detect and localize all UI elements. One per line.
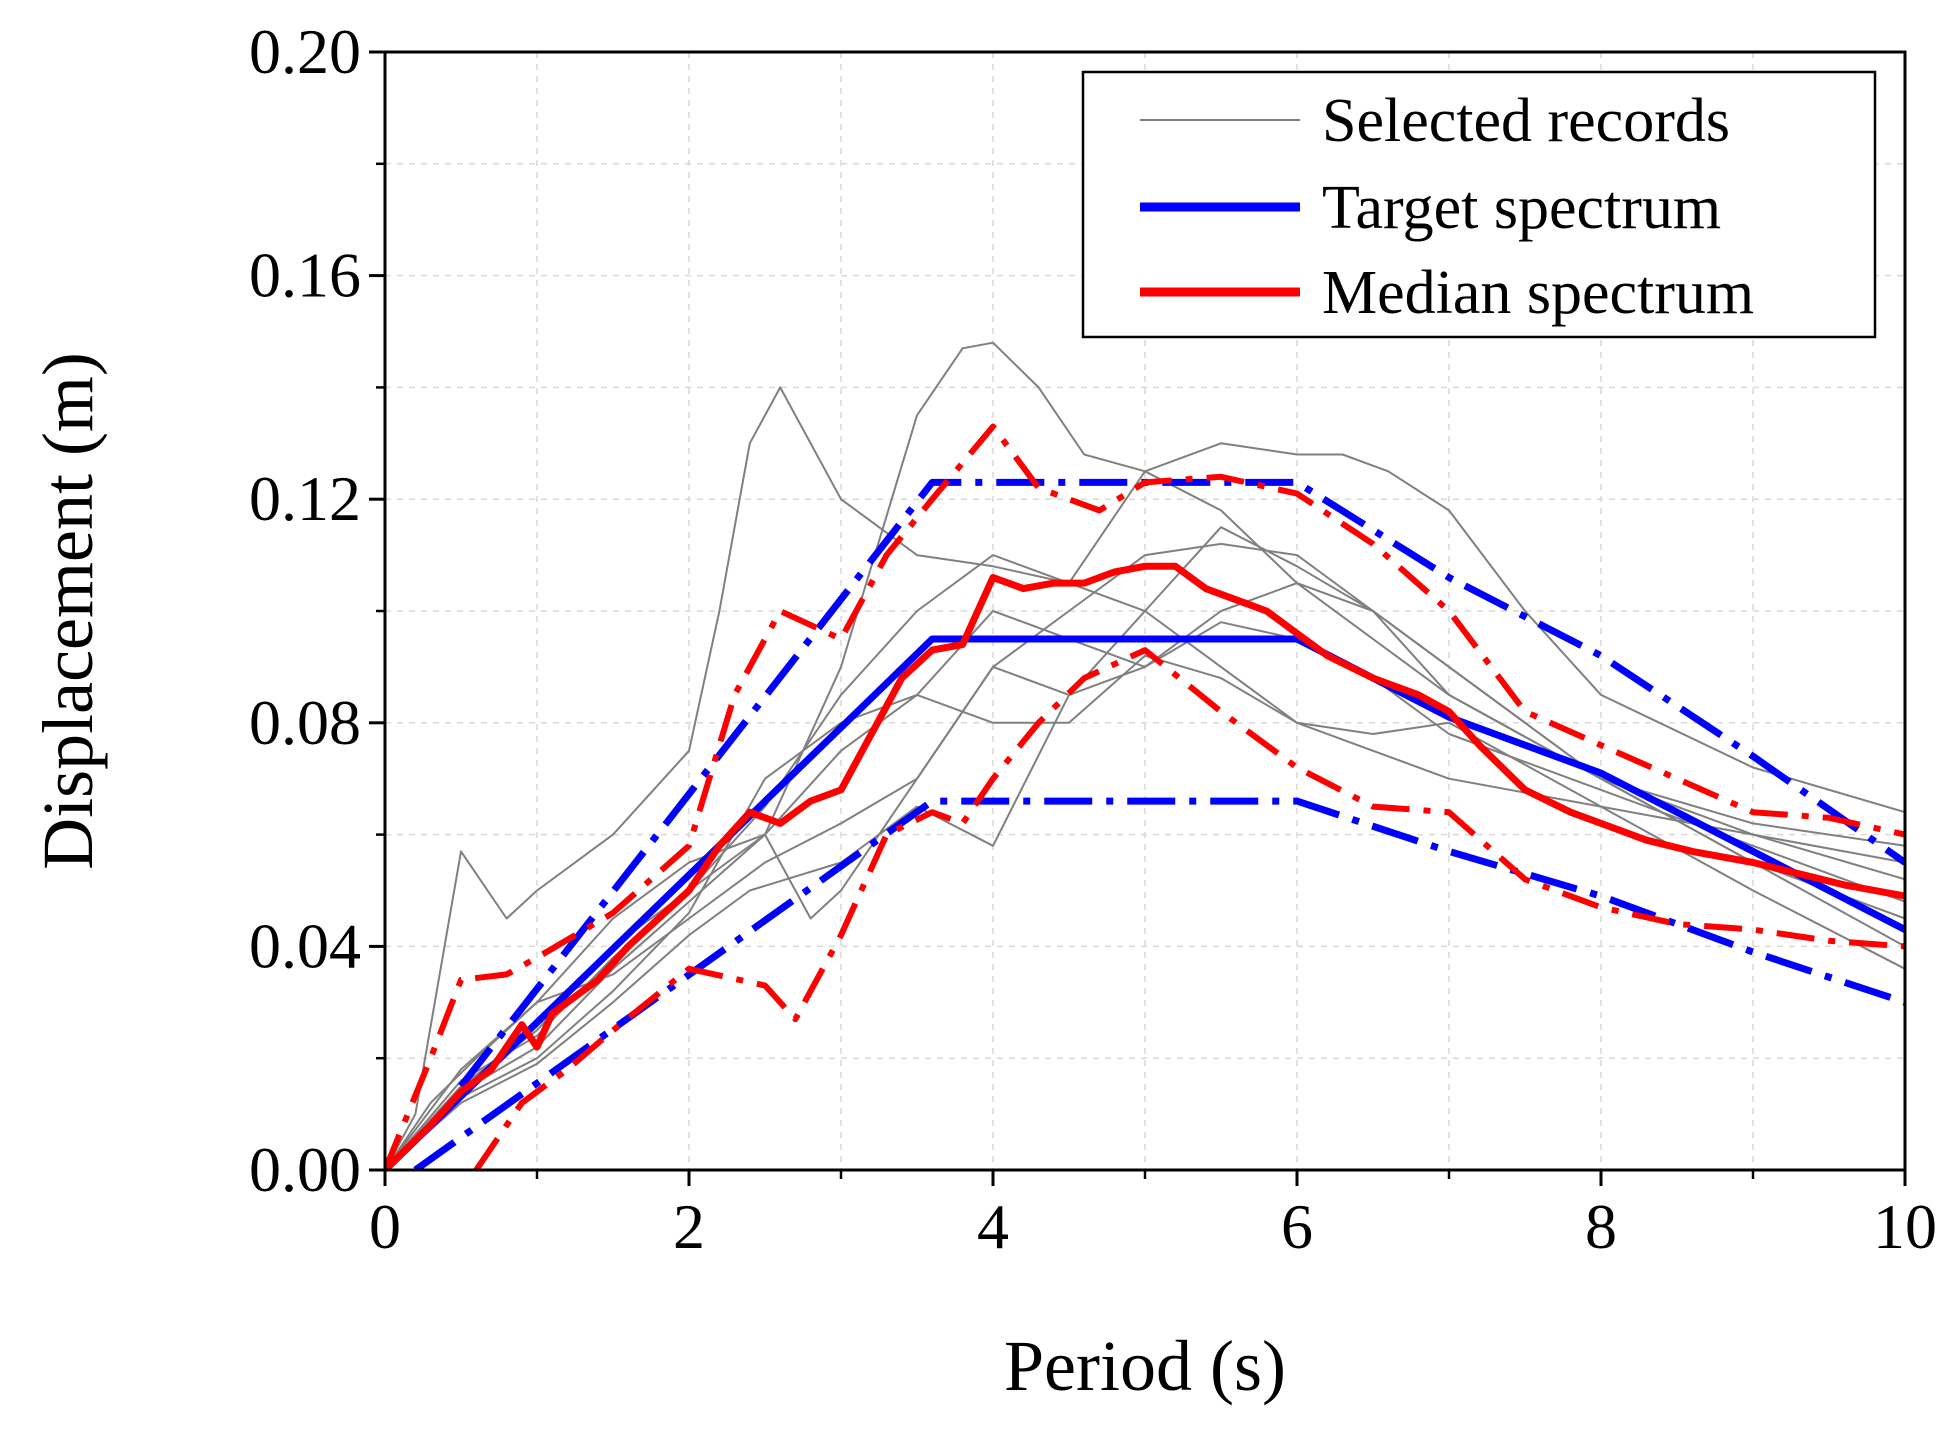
series-line-target (385, 635, 1905, 1170)
series-line-median (385, 562, 1905, 1170)
x-tick-label: 10 (1873, 1191, 1937, 1262)
y-tick-label: 0.12 (249, 463, 361, 534)
y-axis-title: Displacement (m) (28, 352, 108, 870)
y-tick-label: 0.04 (249, 910, 361, 981)
series-line-record (385, 341, 1905, 1170)
x-axis-title: Period (s) (1004, 1326, 1286, 1406)
x-tick-label: 6 (1281, 1191, 1313, 1262)
legend-label-target: Target spectrum (1322, 174, 1721, 242)
legend-label-records: Selected records (1322, 87, 1730, 155)
series-line-record (385, 386, 1905, 1170)
legend-label-median: Median spectrum (1322, 259, 1754, 327)
axis-ticks: 0 2 4 6 8 10 0.00 0.04 0.08 0.12 0.16 0.20 (249, 16, 1937, 1262)
series-line-median-upper (385, 423, 1905, 1170)
x-tick-label: 4 (977, 1191, 1009, 1262)
series-layer (385, 341, 1905, 1170)
x-tick-label: 8 (1585, 1191, 1617, 1262)
y-tick-label: 0.00 (249, 1134, 361, 1205)
x-tick-label: 2 (673, 1191, 705, 1262)
legend: Selected records Target spectrum Median … (1081, 70, 1877, 339)
y-tick-label: 0.08 (249, 687, 361, 758)
y-tick-label: 0.16 (249, 240, 361, 311)
series-line-median-lower (473, 647, 1905, 1170)
series-line-record (385, 582, 1905, 1170)
series-line-target-upper (458, 478, 1905, 1089)
x-tick-label: 0 (369, 1191, 401, 1262)
y-tick-label: 0.20 (249, 16, 361, 87)
